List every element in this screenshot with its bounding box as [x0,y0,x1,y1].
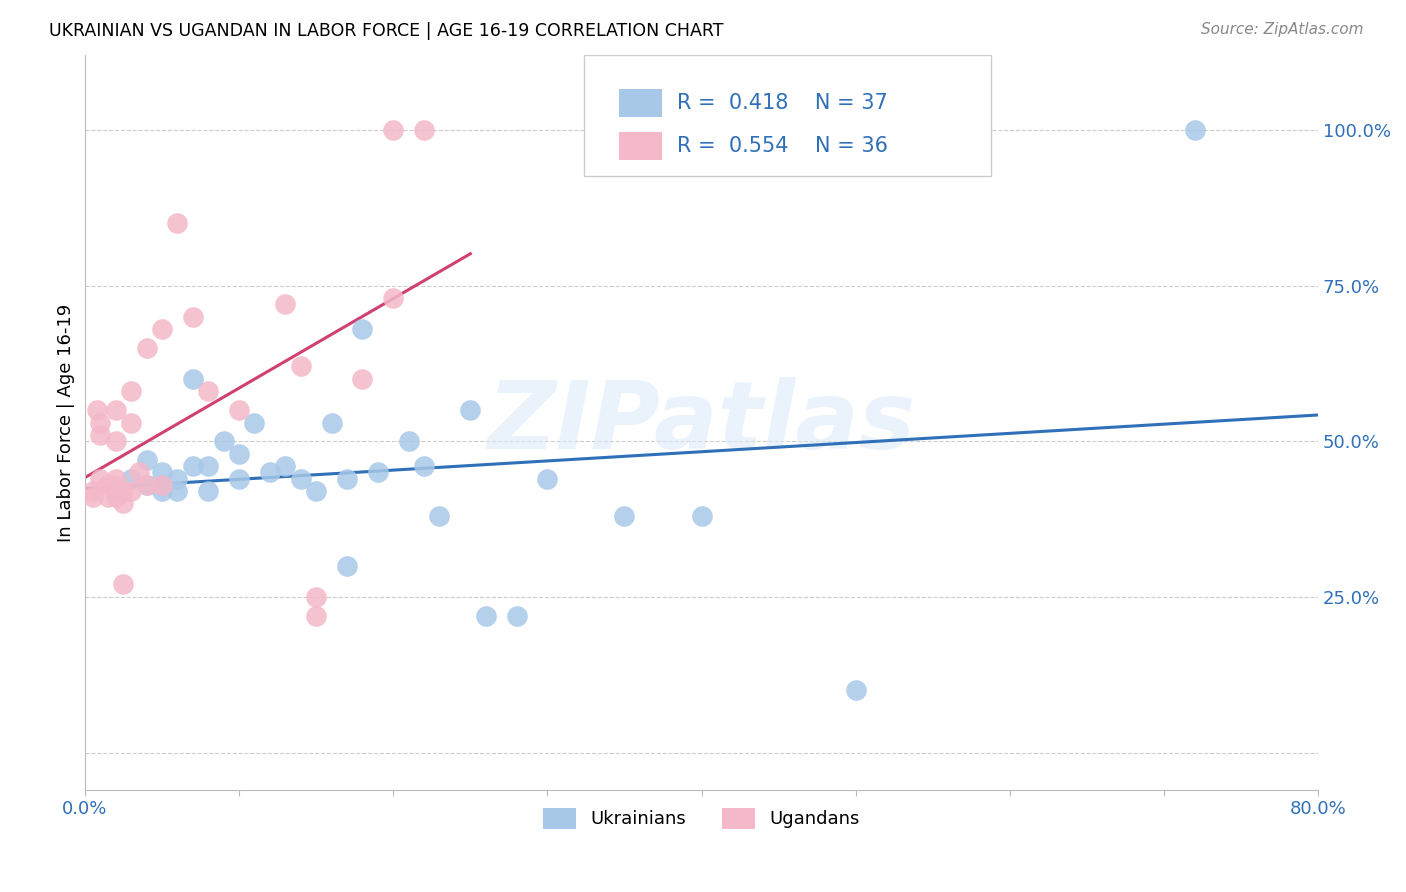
Point [104,403,127,417]
Point [505,608,527,623]
Text: R =  0.418    N = 37: R = 0.418 N = 37 [676,93,887,113]
Point [97,477,120,491]
Point [352,322,374,336]
Point [197,483,219,498]
Point [112,483,135,498]
Point [135,341,157,355]
Point [101,477,124,491]
Point [845,683,868,698]
Point [150,322,173,336]
Point [474,608,496,623]
Point [382,123,405,137]
Point [120,483,142,498]
Point [128,466,150,480]
Point [135,453,157,467]
Point [352,372,374,386]
Point [120,384,142,399]
Point [150,466,173,480]
Text: R =  0.554    N = 36: R = 0.554 N = 36 [676,136,887,155]
Point [382,291,405,305]
Point [181,459,204,474]
Point [120,416,142,430]
Point [398,434,420,449]
Point [305,590,328,604]
Point [367,466,389,480]
Point [243,416,266,430]
Point [259,466,281,480]
Point [166,216,188,230]
Point [429,508,451,523]
FancyBboxPatch shape [585,55,991,177]
Point [104,490,127,504]
Point [89,472,111,486]
Point [150,477,173,491]
Point [135,477,157,491]
Point [228,472,250,486]
Point [305,483,328,498]
Point [336,558,359,573]
Point [197,459,219,474]
Point [536,472,558,486]
Point [321,416,343,430]
Point [97,490,120,504]
Point [274,297,297,311]
Point [197,384,219,399]
Point [135,477,157,491]
Point [166,472,188,486]
Point [290,472,312,486]
Bar [619,89,662,117]
Point [112,577,135,591]
Point [274,459,297,474]
Point [413,459,436,474]
Text: Source: ZipAtlas.com: Source: ZipAtlas.com [1201,22,1364,37]
Point [690,508,713,523]
Point [413,123,436,137]
Point [89,416,111,430]
Point [460,403,482,417]
Point [86,403,108,417]
Point [336,472,359,486]
Point [150,483,173,498]
Point [181,310,204,324]
Point [112,496,135,510]
Point [228,447,250,461]
Point [89,428,111,442]
Point [228,403,250,417]
Point [104,434,127,449]
Bar [619,132,662,160]
Text: ZIPatlas: ZIPatlas [488,376,915,468]
Point [181,372,204,386]
Point [82,490,104,504]
Point [290,359,312,374]
Legend: Ukrainians, Ugandans: Ukrainians, Ugandans [536,801,868,836]
Text: UKRAINIAN VS UGANDAN IN LABOR FORCE | AGE 16-19 CORRELATION CHART: UKRAINIAN VS UGANDAN IN LABOR FORCE | AG… [49,22,724,40]
Point [305,608,328,623]
Point [212,434,235,449]
Point [82,483,104,498]
Point [120,472,142,486]
Point [166,483,188,498]
Y-axis label: In Labor Force | Age 16-19: In Labor Force | Age 16-19 [58,303,75,541]
Point [104,483,127,498]
Point [613,508,636,523]
Point [150,477,173,491]
Point [104,472,127,486]
Point [1184,123,1206,137]
